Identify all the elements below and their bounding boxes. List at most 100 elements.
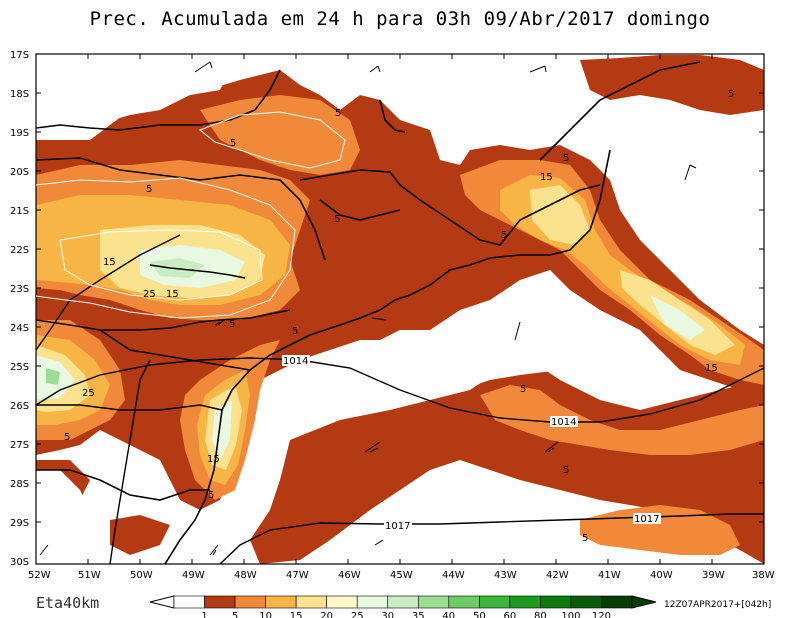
dry-region-east [615,110,764,300]
colorbar-swatch [540,595,572,609]
contour-label-precip: 15 [540,172,553,183]
state-boundary-8 [539,61,701,161]
contour-label-precip: 15 [103,257,116,268]
lon-tick: 45W [390,570,413,581]
lon-tick-marks [87,54,713,564]
contour-label-precip: 25 [82,388,95,399]
state-boundary-1 [36,157,326,261]
precip-35mm-region-sw [46,368,60,385]
lon-tick: 41W [598,570,621,581]
colorbar-swatch [265,595,297,609]
colorbar-swatch [173,595,205,609]
contour-label-precip: 15 [705,363,718,374]
dry-region-south [36,470,110,564]
wind-barb [684,164,697,181]
lon-tick: 50W [130,570,153,581]
lon-tick: 46W [338,570,361,581]
precip-5mm-region-northeast [580,55,764,115]
colorbar-label: 120 [592,611,611,618]
coastline [164,149,611,564]
lat-tick: 19S [10,128,29,139]
isobar-1014 [36,357,764,423]
colorbar-label: 50 [473,611,486,618]
colorbar-label: 80 [534,611,547,618]
wind-barb [39,544,49,556]
colorbar-arrow-right [631,595,657,609]
lon-tick: 52W [28,570,51,581]
lon-axis: 52W 51W 50W 49W 48W 47W 46W 45W 44W 43W … [28,570,775,581]
colorbar-swatch [417,595,450,609]
colorbar-swatch [509,595,541,609]
state-boundary-9 [379,99,406,133]
contour-label-precip: 5 [563,153,569,164]
wind-barb [529,65,547,73]
colorbar-label: 25 [351,611,364,618]
contour-label-precip: 5 [335,108,341,119]
lon-tick: 49W [182,570,205,581]
lat-tick: 22S [10,245,29,256]
contour-15 [59,229,263,301]
wind-barb [209,544,219,556]
colorbar-swatch [387,595,419,609]
state-boundary-10 [319,199,401,221]
contour-label-precip: 5 [582,533,588,544]
wind-barb [544,441,559,453]
init-time-stamp: 12Z07APR2017+[042h] [664,600,772,610]
colorbar-swatch [479,595,511,609]
colorbar-swatch [234,595,266,609]
lon-tick: 39W [702,570,725,581]
isobar-west [36,234,181,351]
lat-tick: 27S [10,440,29,451]
contour-label-precip: 5 [563,465,569,476]
lat-tick-marks [36,92,764,523]
colorbar-label: 30 [381,611,394,618]
lon-tick: 42W [546,570,569,581]
state-boundary-2 [36,69,281,131]
wind-barb [374,539,384,546]
lat-tick: 24S [10,323,29,334]
lon-tick: 44W [442,570,465,581]
colorbar-label: 35 [412,611,425,618]
wind-barb [514,321,521,341]
colorbar-swatch [448,595,480,609]
boundaries [36,61,701,564]
precip-10mm-region-se [480,385,764,455]
lat-tick: 23S [10,284,29,295]
precip-5mm-region-southeast [250,360,764,564]
lon-tick: 48W [234,570,257,581]
lat-tick: 30S [10,557,29,568]
dry-region-ne [400,58,580,140]
contour-label-precip: 5 [64,432,70,443]
colorbar-label: 15 [290,611,303,618]
state-boundary-7 [36,469,210,501]
contour-label-precip: 5 [208,490,214,501]
contour-label-precip: 5 [501,230,507,241]
lat-tick: 26S [10,401,29,412]
state-boundary-4 [36,309,291,331]
contour-5-b [36,177,296,319]
colorbar-arrow-left [149,595,175,609]
lon-tick: 43W [494,570,517,581]
contour-label-precip: 5 [230,138,236,149]
colorbar-label: 10 [259,611,272,618]
lon-tick: 40W [650,570,673,581]
contour-label-precip: 25 [143,289,156,300]
river-lakes [149,264,246,279]
colorbar-label: 40 [442,611,455,618]
colorbar-label: 5 [232,611,238,618]
contour-label-isobar: 1014 [551,417,576,428]
wind-barb [194,61,213,73]
contour-label-isobar: 1017 [385,521,410,532]
precip-25mm-region-east [650,295,705,340]
contour-label-isobar: 1014 [283,356,308,367]
lat-axis: 17S 18S 19S 20S 21S 22S 23S 24S 25S 26S … [10,50,29,568]
colorbar-swatch [295,595,327,609]
map-title: Prec. Acumulada em 24 h para 03h 09/Abr/… [89,8,711,30]
colorbar-swatch [326,595,358,609]
colorbar-swatch [356,595,389,609]
colorbar-label: 100 [561,611,580,618]
dry-region-center [275,290,620,430]
contour-label-isobar: 1017 [634,514,659,525]
contour-label-precip: 5 [520,384,526,395]
